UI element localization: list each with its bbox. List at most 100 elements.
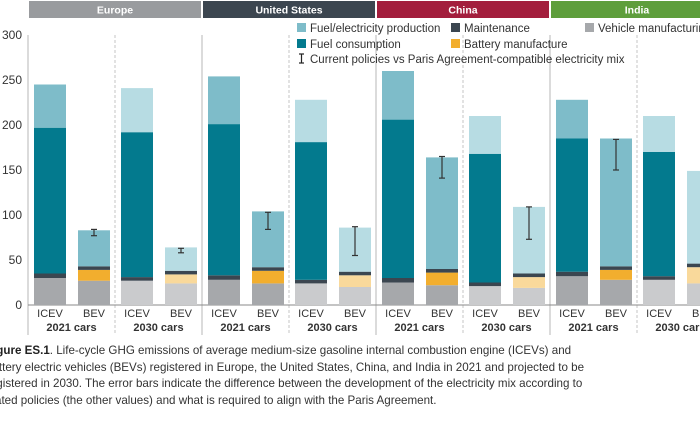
legend-label-vehicle: Vehicle manufacturing bbox=[598, 23, 700, 35]
bar-segment-4-1-maintenance bbox=[426, 269, 458, 273]
legend-label-fuel_production: Fuel/electricity production bbox=[310, 23, 440, 35]
bar-segment-6-0-vehicle bbox=[556, 276, 588, 305]
bar-segment-5-0-fuel_production bbox=[469, 116, 501, 154]
bar-segment-3-1-battery bbox=[339, 275, 371, 287]
bar-segment-4-0-maintenance bbox=[382, 278, 414, 283]
bar-segment-0-0-vehicle bbox=[34, 278, 66, 305]
bar-segment-2-1-maintenance bbox=[252, 267, 284, 271]
bar-segment-3-1-maintenance bbox=[339, 271, 371, 276]
group-label-3: 2030 cars bbox=[307, 322, 357, 334]
bar-segment-5-0-vehicle bbox=[469, 286, 501, 305]
bar-segment-0-0-fuel_production bbox=[34, 84, 66, 128]
bar-segment-6-1-vehicle bbox=[600, 279, 632, 305]
bar-segment-3-0-fuel_production bbox=[295, 99, 327, 143]
x-tick-label-2-0: ICEV bbox=[211, 308, 237, 320]
bar-segment-5-1-vehicle bbox=[513, 287, 545, 305]
bar-segment-7-1-vehicle bbox=[687, 283, 700, 305]
bar-segment-0-1-battery bbox=[78, 269, 110, 281]
x-tick-label-7-0: ICEV bbox=[646, 308, 672, 320]
region-header-label-3: India bbox=[625, 5, 650, 17]
legend-swatch-maintenance bbox=[451, 23, 460, 32]
x-tick-label-7-1: BEV bbox=[692, 308, 700, 320]
x-tick-label-2-1: BEV bbox=[257, 308, 280, 320]
x-tick-label-1-1: BEV bbox=[170, 308, 193, 320]
bar-segment-5-1-maintenance bbox=[513, 273, 545, 278]
legend-label-error_bar: Current policies vs Paris Agreement-comp… bbox=[310, 54, 625, 66]
y-tick-label-1: 50 bbox=[9, 253, 23, 267]
bar-segment-5-1-battery bbox=[513, 277, 545, 288]
bar-segment-2-0-maintenance bbox=[208, 275, 240, 280]
x-tick-label-4-0: ICEV bbox=[385, 308, 411, 320]
region-header-label-2: China bbox=[448, 5, 477, 17]
x-tick-label-0-0: ICEV bbox=[37, 308, 63, 320]
region-header-label-0: Europe bbox=[97, 5, 133, 17]
bar-segment-6-0-maintenance bbox=[556, 271, 588, 277]
bar-segment-4-0-vehicle bbox=[382, 282, 414, 305]
bar-segment-7-1-maintenance bbox=[687, 263, 700, 268]
x-tick-label-3-0: ICEV bbox=[298, 308, 324, 320]
bar-segment-4-1-vehicle bbox=[426, 285, 458, 305]
bar-segment-6-1-battery bbox=[600, 269, 632, 280]
y-tick-label-5: 250 bbox=[2, 73, 22, 87]
bar-segment-1-1-battery bbox=[165, 274, 197, 284]
group-label-7: 2030 cars bbox=[655, 322, 700, 334]
bar-segment-0-1-maintenance bbox=[78, 266, 110, 270]
caption-text: . Life-cycle GHG emissions of average me… bbox=[0, 344, 585, 407]
bar-segment-1-0-fuel_production bbox=[121, 88, 153, 133]
bar-segment-7-0-fuel_consumption bbox=[643, 152, 675, 277]
bar-segment-0-0-maintenance bbox=[34, 273, 66, 278]
bar-segment-0-0-fuel_consumption bbox=[34, 127, 66, 274]
legend-label-fuel_consumption: Fuel consumption bbox=[310, 39, 401, 51]
bar-segment-4-0-fuel_production bbox=[382, 71, 414, 120]
bar-segment-0-1-fuel_production bbox=[78, 230, 110, 267]
legend-swatch-fuel_consumption bbox=[297, 39, 306, 48]
bar-segment-5-0-fuel_consumption bbox=[469, 153, 501, 283]
bar-segment-5-0-maintenance bbox=[469, 282, 501, 287]
bar-segment-7-0-vehicle bbox=[643, 279, 675, 305]
x-tick-label-3-1: BEV bbox=[344, 308, 367, 320]
region-header-1 bbox=[203, 1, 375, 18]
x-tick-label-4-1: BEV bbox=[431, 308, 454, 320]
bar-segment-2-0-fuel_production bbox=[208, 76, 240, 125]
bar-segment-2-1-vehicle bbox=[252, 283, 284, 305]
legend-swatch-battery bbox=[451, 39, 460, 48]
bar-segment-3-0-vehicle bbox=[295, 283, 327, 305]
x-tick-label-6-0: ICEV bbox=[559, 308, 585, 320]
bar-segment-6-0-fuel_consumption bbox=[556, 138, 588, 272]
region-header-2 bbox=[377, 1, 549, 18]
group-label-4: 2021 cars bbox=[394, 322, 444, 334]
x-tick-label-0-1: BEV bbox=[83, 308, 106, 320]
bar-segment-7-1-battery bbox=[687, 267, 700, 284]
bar-segment-6-1-maintenance bbox=[600, 266, 632, 270]
region-header-0 bbox=[29, 1, 201, 18]
bar-segment-1-1-maintenance bbox=[165, 270, 197, 275]
group-label-1: 2030 cars bbox=[133, 322, 183, 334]
y-tick-label-4: 200 bbox=[2, 118, 22, 132]
bar-segment-2-1-battery bbox=[252, 270, 284, 284]
bar-segment-3-0-fuel_consumption bbox=[295, 142, 327, 280]
legend-swatch-fuel_production bbox=[297, 23, 306, 32]
bar-segment-4-1-battery bbox=[426, 272, 458, 286]
bar-segment-0-1-vehicle bbox=[78, 280, 110, 305]
bar-segment-6-0-fuel_production bbox=[556, 99, 588, 139]
group-label-0: 2021 cars bbox=[46, 322, 96, 334]
bar-segment-7-0-fuel_production bbox=[643, 116, 675, 152]
x-tick-label-5-0: ICEV bbox=[472, 308, 498, 320]
bar-segment-1-0-maintenance bbox=[121, 277, 153, 281]
bar-segment-2-0-fuel_consumption bbox=[208, 124, 240, 276]
legend-label-maintenance: Maintenance bbox=[464, 23, 530, 35]
legend-swatch-vehicle bbox=[585, 23, 594, 32]
bar-segment-1-0-vehicle bbox=[121, 280, 153, 305]
y-tick-label-3: 150 bbox=[2, 163, 22, 177]
region-header-label-1: United States bbox=[255, 5, 322, 17]
figure-caption: Figure ES.1. Life-cycle GHG emissions of… bbox=[0, 343, 586, 409]
group-label-6: 2021 cars bbox=[568, 322, 618, 334]
y-tick-label-6: 300 bbox=[2, 28, 22, 42]
bar-segment-7-1-fuel_production bbox=[687, 170, 700, 264]
x-tick-label-1-0: ICEV bbox=[124, 308, 150, 320]
bar-segment-2-0-vehicle bbox=[208, 279, 240, 305]
bar-segment-4-0-fuel_consumption bbox=[382, 119, 414, 278]
bar-segment-7-0-maintenance bbox=[643, 276, 675, 280]
y-tick-label-2: 100 bbox=[2, 208, 22, 222]
